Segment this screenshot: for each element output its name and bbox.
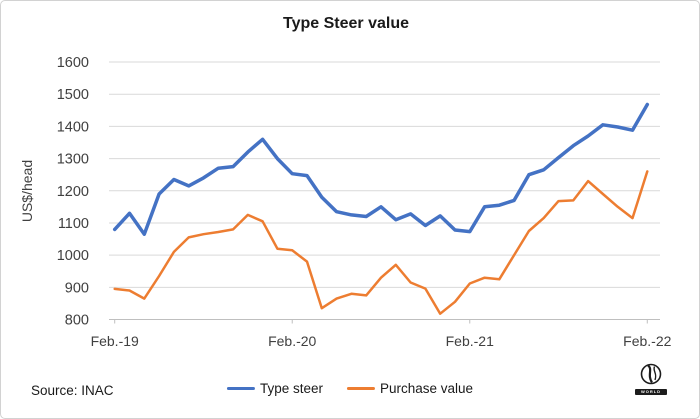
series-line-purchase-value <box>113 170 649 315</box>
y-tick-label: 1100 <box>58 216 89 232</box>
x-tick-label: Feb.-22 <box>623 333 671 349</box>
purchase-value-line-swatch <box>346 386 375 391</box>
data-series-lines <box>112 102 650 315</box>
y-tick-label: 1500 <box>57 87 89 103</box>
y-tick-labels: 1600 1500 1400 1300 1200 1100 1000 900 800 <box>57 55 89 329</box>
type-steer-line-swatch <box>226 386 255 391</box>
legend-item-type-steer: Type steer <box>226 381 323 396</box>
x-tick-label: Feb.-20 <box>268 333 316 349</box>
x-tick-label: Feb.-21 <box>446 333 494 349</box>
y-tick-label: 1600 <box>57 55 89 71</box>
x-tick-label: Feb.-19 <box>91 333 139 349</box>
y-tick-label: 1300 <box>57 152 89 168</box>
legend-item-purchase-value: Purchase value <box>346 381 474 396</box>
series-line-type-steer <box>112 102 650 236</box>
legend-label: Type steer <box>259 381 323 396</box>
globe-icon <box>640 363 662 385</box>
y-tick-label: 1200 <box>57 184 89 200</box>
source-label: Source: INAC <box>31 383 114 398</box>
gridlines <box>109 61 660 320</box>
y-tick-label: 900 <box>65 280 89 296</box>
logo-caption: WORLD <box>635 389 667 395</box>
legend-label: Purchase value <box>379 381 474 396</box>
y-axis-title: US$/head <box>19 160 35 222</box>
chart-plot: Type Steer value US$/head 1600 1500 1400 13… <box>19 15 672 349</box>
x-axis <box>109 319 660 324</box>
y-tick-label: 1000 <box>57 248 89 264</box>
chart-title: Type Steer value <box>283 15 409 32</box>
x-tick-labels: Feb.-19 Feb.-20 Feb.-21 Feb.-22 <box>91 333 672 349</box>
y-tick-label: 1400 <box>57 119 89 135</box>
y-tick-label: 800 <box>65 313 89 329</box>
chart-footer: Source: INAC Type steer Purchase value W… <box>1 363 699 411</box>
legend: Type steer Purchase value <box>226 381 474 396</box>
world-logo: WORLD <box>635 363 667 395</box>
